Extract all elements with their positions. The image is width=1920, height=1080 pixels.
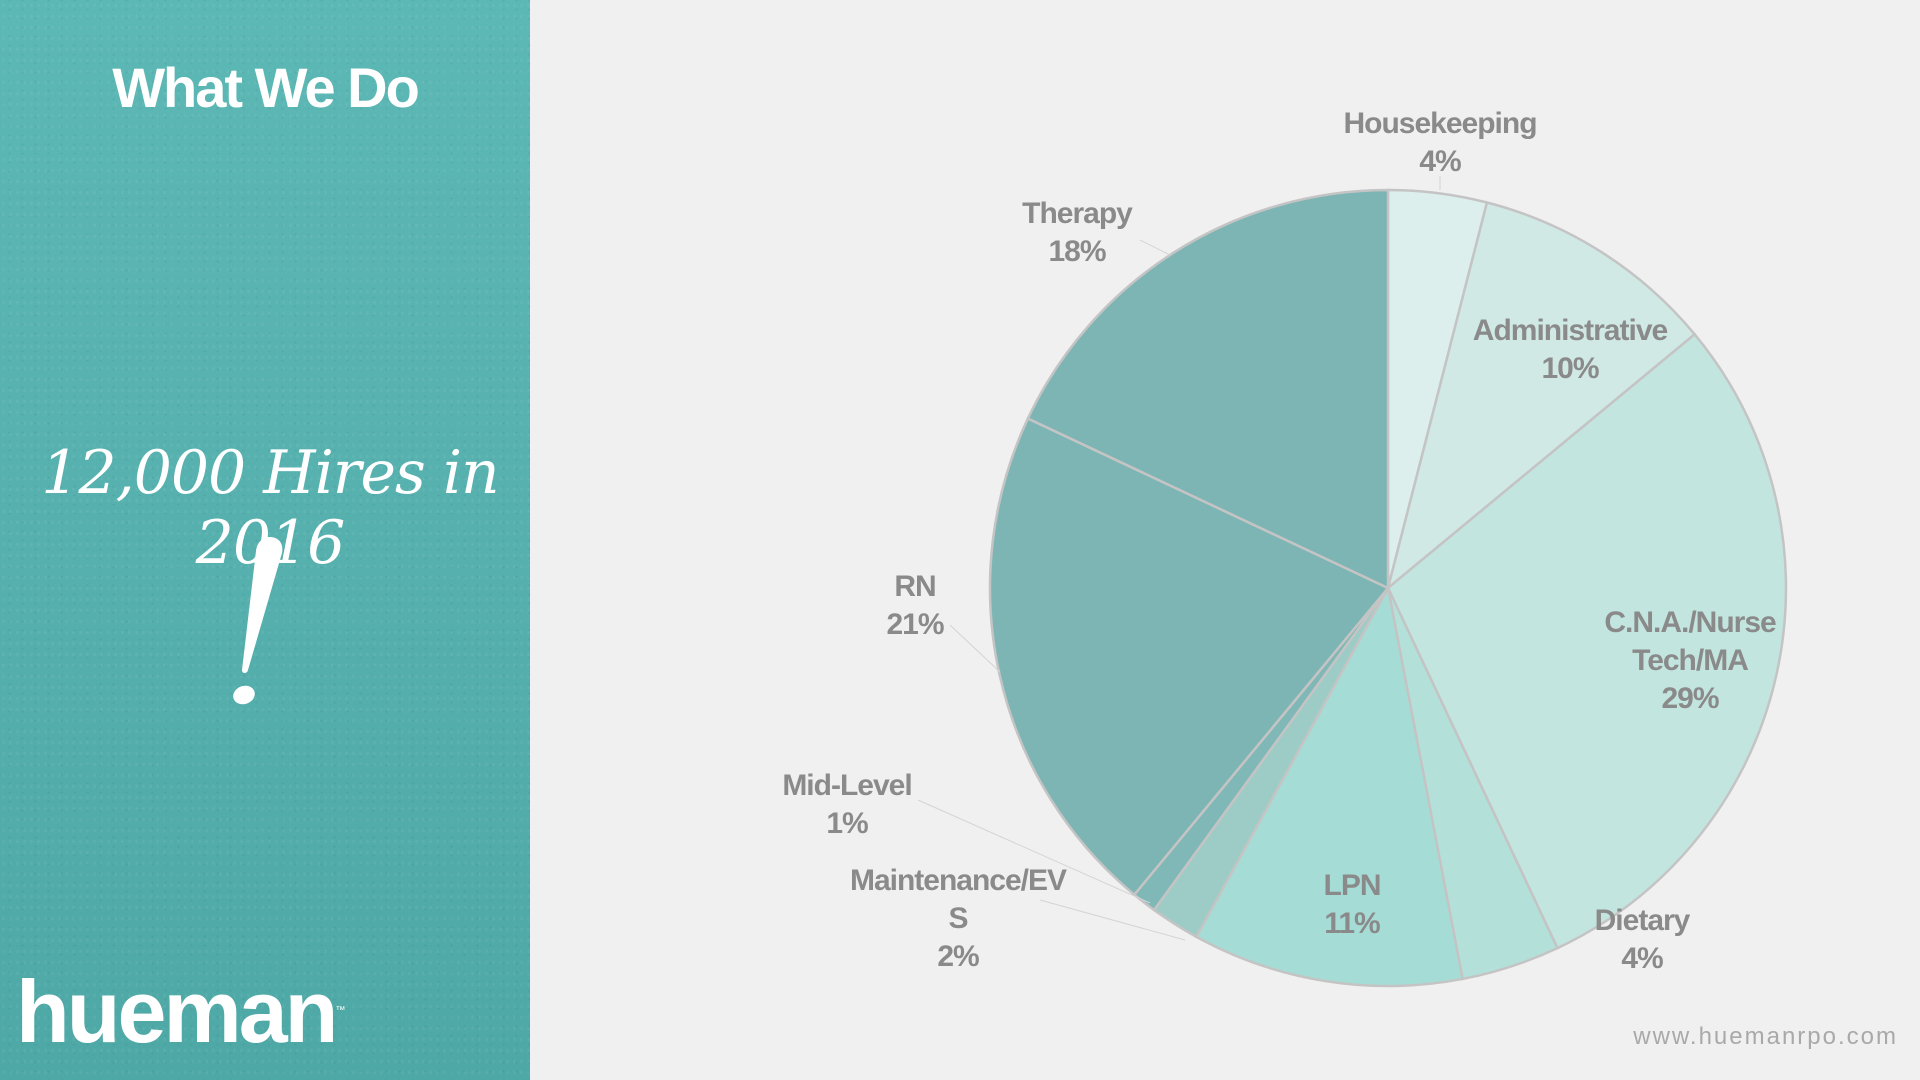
pie-slice-lpn [1194, 584, 1465, 988]
pie-slice-therapy [1026, 188, 1390, 590]
pie-category-label: LPN [1324, 869, 1381, 902]
pie-label-housekeeping: Housekeeping 4% [1343, 107, 1536, 178]
pie-label-maintenance-evs: Maintenance/EV S 2% [850, 864, 1067, 973]
pie-category-label: Administrative [1473, 314, 1668, 347]
pie-value-label: 10% [1541, 352, 1598, 385]
pie-value-label: 21% [886, 608, 943, 641]
pie-label-c-n-a-nurse-tech-ma: C.N.A./Nurse Tech/MA 29% [1604, 606, 1776, 715]
pie-slice-c-n-a-nurse-tech-ma [1386, 332, 1788, 950]
pie-category-label: Maintenance/EV [850, 864, 1067, 897]
leader-line-mid-level [917, 799, 1151, 904]
pie-label-therapy: Therapy 18% [1022, 197, 1133, 268]
leader-line-therapy [1139, 239, 1171, 256]
pie-slice-rn [988, 416, 1390, 897]
brand-logo: hueman™ [16, 968, 345, 1056]
pie-category-label: C.N.A./Nurse [1604, 606, 1776, 639]
pie-value-label: 18% [1048, 235, 1105, 268]
pie-label-dietary: Dietary 4% [1595, 904, 1691, 975]
leader-lines [917, 176, 1441, 941]
pie-category-label: Housekeeping [1343, 107, 1536, 140]
pie-label-rn: RN 21% [886, 570, 943, 641]
pie-label-administrative: Administrative 10% [1473, 314, 1668, 385]
pie-category-label: S [948, 902, 967, 935]
left-panel: What We Do 12,000 Hires in 2016 hueman™ [0, 0, 530, 1080]
pie-category-label: Mid-Level [782, 769, 911, 802]
pie-category-label: Therapy [1022, 197, 1133, 230]
panel-title: What We Do [112, 56, 420, 119]
pie-label-lpn: LPN 11% [1324, 869, 1381, 940]
pie-value-label: 29% [1661, 682, 1718, 715]
pie-value-label: 1% [826, 807, 868, 840]
leader-line-rn [949, 624, 1001, 673]
pie-category-label: Dietary [1595, 904, 1691, 937]
pie-label-mid-level: Mid-Level 1% [782, 769, 911, 840]
pie-slice-administrative [1385, 200, 1697, 592]
brand-logo-text: hueman [16, 962, 338, 1061]
pie-value-label: 4% [1621, 942, 1663, 975]
trademark-mark: ™ [335, 1005, 346, 1016]
leader-line-maintenance-evs [1039, 899, 1186, 941]
website-url: www.huemanrpo.com [1633, 1023, 1898, 1050]
pie-value-label: 4% [1419, 145, 1461, 178]
pie-category-label: Tech/MA [1632, 644, 1748, 677]
pie-value-label: 2% [937, 940, 979, 973]
pie-value-label: 11% [1324, 907, 1380, 940]
pie-category-label: RN [894, 570, 935, 603]
exclamation-mark-icon [233, 537, 283, 705]
pie-labels: Housekeeping 4% Administrative 10% C.N.A./Nu… [782, 107, 1777, 975]
pie-slices [988, 188, 1788, 988]
